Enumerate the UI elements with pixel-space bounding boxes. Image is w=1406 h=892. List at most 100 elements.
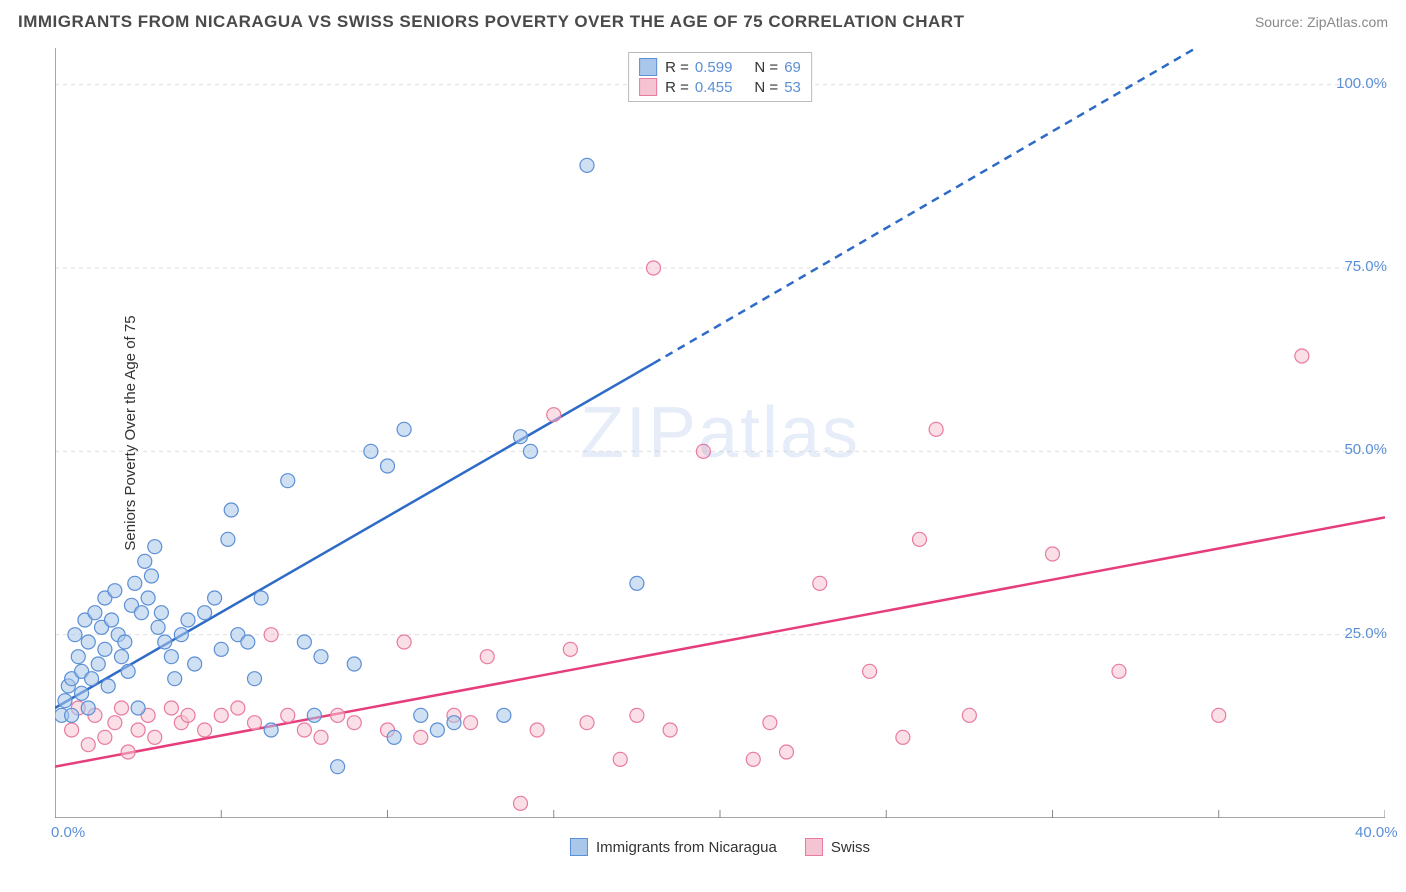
data-point-blue (81, 701, 95, 715)
data-point-blue (121, 664, 135, 678)
data-point-pink (231, 701, 245, 715)
data-point-blue (91, 657, 105, 671)
data-point-pink (331, 708, 345, 722)
data-point-blue (580, 158, 594, 172)
data-point-blue (224, 503, 238, 517)
data-point-pink (248, 716, 262, 730)
data-point-pink (746, 752, 760, 766)
data-point-pink (121, 745, 135, 759)
data-point-blue (347, 657, 361, 671)
y-tick-label: 75.0% (1344, 258, 1387, 275)
data-point-blue (75, 686, 89, 700)
data-point-blue (447, 716, 461, 730)
data-point-pink (131, 723, 145, 737)
data-point-pink (397, 635, 411, 649)
data-point-pink (647, 261, 661, 275)
data-point-pink (929, 422, 943, 436)
data-point-pink (115, 701, 129, 715)
data-point-pink (813, 576, 827, 590)
data-point-pink (164, 701, 178, 715)
data-point-blue (98, 642, 112, 656)
data-point-pink (563, 642, 577, 656)
data-point-pink (547, 408, 561, 422)
data-point-blue (254, 591, 268, 605)
data-point-blue (364, 444, 378, 458)
data-point-pink (896, 730, 910, 744)
data-point-blue (164, 650, 178, 664)
data-point-pink (81, 738, 95, 752)
data-point-pink (464, 716, 478, 730)
legend-r-label: R = (665, 59, 689, 76)
data-point-blue (138, 554, 152, 568)
data-point-blue (134, 606, 148, 620)
regression-line-blue (55, 363, 654, 708)
legend-n-label: N = (754, 59, 778, 76)
data-point-blue (414, 708, 428, 722)
data-point-blue (115, 650, 129, 664)
legend-item: Immigrants from Nicaragua (570, 838, 777, 856)
data-point-blue (198, 606, 212, 620)
data-point-blue (65, 708, 79, 722)
data-point-blue (387, 730, 401, 744)
data-point-pink (962, 708, 976, 722)
data-point-pink (347, 716, 361, 730)
data-point-blue (105, 613, 119, 627)
data-point-pink (108, 716, 122, 730)
data-point-pink (763, 716, 777, 730)
data-point-blue (58, 694, 72, 708)
data-point-blue (144, 569, 158, 583)
data-point-pink (1112, 664, 1126, 678)
data-point-pink (696, 444, 710, 458)
data-point-blue (128, 576, 142, 590)
data-point-blue (221, 532, 235, 546)
y-tick-label: 100.0% (1336, 75, 1387, 92)
legend-row: R = 0.599 N = 69 (639, 57, 801, 77)
data-point-blue (71, 650, 85, 664)
data-point-pink (98, 730, 112, 744)
data-point-blue (154, 606, 168, 620)
scatter-plot (55, 48, 1385, 818)
data-point-pink (780, 745, 794, 759)
data-point-blue (248, 672, 262, 686)
data-point-blue (381, 459, 395, 473)
x-tick-label: 0.0% (51, 824, 85, 841)
data-point-blue (181, 613, 195, 627)
data-point-blue (158, 635, 172, 649)
chart-source: Source: ZipAtlas.com (1255, 14, 1388, 30)
data-point-blue (307, 708, 321, 722)
data-point-blue (214, 642, 228, 656)
data-point-blue (68, 628, 82, 642)
data-point-pink (630, 708, 644, 722)
data-point-blue (118, 635, 132, 649)
y-tick-label: 50.0% (1344, 441, 1387, 458)
legend-label: Immigrants from Nicaragua (596, 839, 777, 856)
data-point-blue (208, 591, 222, 605)
data-point-blue (514, 430, 528, 444)
y-tick-label: 25.0% (1344, 625, 1387, 642)
data-point-pink (281, 708, 295, 722)
data-point-blue (168, 672, 182, 686)
data-point-blue (297, 635, 311, 649)
data-point-pink (1295, 349, 1309, 363)
data-point-blue (397, 422, 411, 436)
legend-n-value: 53 (784, 79, 801, 96)
legend-r-value: 0.599 (695, 59, 733, 76)
series-legend: Immigrants from Nicaragua Swiss (570, 838, 870, 856)
data-point-pink (297, 723, 311, 737)
correlation-legend: R = 0.599 N = 69 R = 0.455 N = 53 (628, 52, 812, 102)
data-point-blue (314, 650, 328, 664)
data-point-blue (148, 540, 162, 554)
data-point-pink (1212, 708, 1226, 722)
x-tick-label: 40.0% (1355, 824, 1398, 841)
chart-area: Seniors Poverty Over the Age of 75 ZIPat… (55, 48, 1385, 818)
data-point-pink (514, 796, 528, 810)
data-point-blue (281, 474, 295, 488)
legend-n-label: N = (754, 79, 778, 96)
data-point-blue (108, 584, 122, 598)
data-point-blue (85, 672, 99, 686)
legend-r-label: R = (665, 79, 689, 96)
legend-n-value: 69 (784, 59, 801, 76)
data-point-blue (101, 679, 115, 693)
data-point-pink (214, 708, 228, 722)
data-point-pink (480, 650, 494, 664)
